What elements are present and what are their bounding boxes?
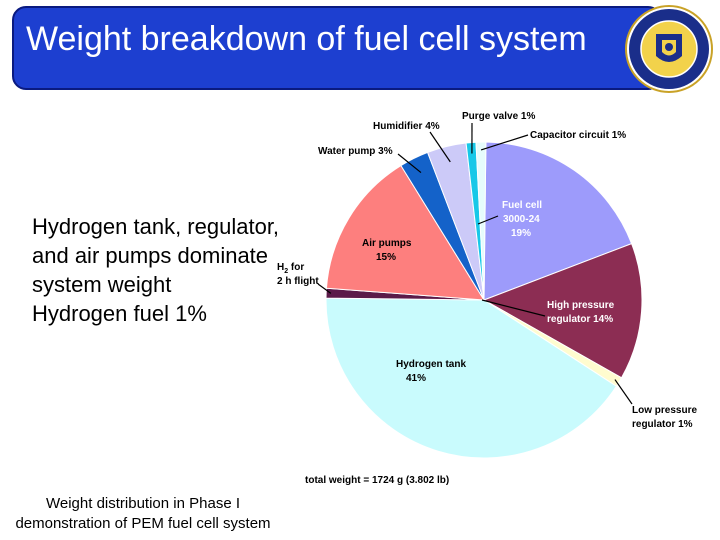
label-hydrogen-tank-1: Hydrogen tank bbox=[396, 359, 466, 370]
leader-capacitor-circuit bbox=[480, 134, 529, 151]
figure-caption: Weight distribution in Phase I demonstra… bbox=[15, 495, 271, 532]
pie-slice-fuel-cell-3000-24 bbox=[483, 141, 633, 301]
label-fuel-cell-1: Fuel cell bbox=[502, 200, 542, 211]
label-air-pumps-2: 15% bbox=[376, 252, 396, 263]
label-hydrogen-tank-2: 41% bbox=[406, 373, 426, 384]
leader-high-pressure bbox=[481, 299, 546, 317]
leader-low-pressure bbox=[614, 379, 633, 405]
pie-slice-high-pressure-regulator bbox=[482, 242, 643, 379]
slide-title: Weight breakdown of fuel cell system bbox=[26, 20, 587, 58]
leader-humidifier bbox=[429, 131, 451, 163]
bullet-list: Hydrogen tank, regulator, and air pumps … bbox=[32, 212, 282, 328]
label-air-pumps-1: Air pumps bbox=[362, 238, 412, 249]
label-humidifier: Humidifier 4% bbox=[373, 121, 440, 132]
pie-slice-hydrogen-tank bbox=[325, 297, 618, 459]
label-high-pressure-1: High pressure bbox=[547, 300, 615, 311]
leader-fuel-cell bbox=[477, 215, 499, 225]
label-capacitor-circuit: Capacitor circuit 1% bbox=[530, 130, 626, 141]
label-high-pressure-2: regulator 14% bbox=[547, 314, 613, 325]
label-purge-valve: Purge valve 1% bbox=[462, 111, 535, 122]
label-h2-2: 2 h flight bbox=[277, 276, 319, 287]
label-low-pressure-2: regulator 1% bbox=[632, 419, 693, 430]
label-fuel-cell-3: 19% bbox=[511, 228, 531, 239]
research-lab-seal-icon bbox=[625, 5, 713, 93]
pie-slice-capacitor-circuit bbox=[475, 141, 487, 301]
label-water-pump: Water pump 3% bbox=[318, 146, 393, 157]
bullet-item: Hydrogen tank, regulator, and air pumps … bbox=[32, 214, 280, 297]
label-fuel-cell-2: 3000-24 bbox=[503, 214, 540, 225]
leader-water-pump bbox=[397, 153, 422, 174]
leader-h2 bbox=[317, 283, 332, 294]
pie-slice-air-pumps bbox=[325, 164, 485, 301]
bullet-item: Hydrogen fuel 1% bbox=[32, 301, 207, 326]
title-banner bbox=[12, 6, 662, 90]
total-weight-note: total weight = 1724 g (3.802 lb) bbox=[305, 475, 449, 486]
label-h2-1: H2 for bbox=[277, 262, 304, 275]
label-low-pressure-1: Low pressure bbox=[632, 405, 697, 416]
